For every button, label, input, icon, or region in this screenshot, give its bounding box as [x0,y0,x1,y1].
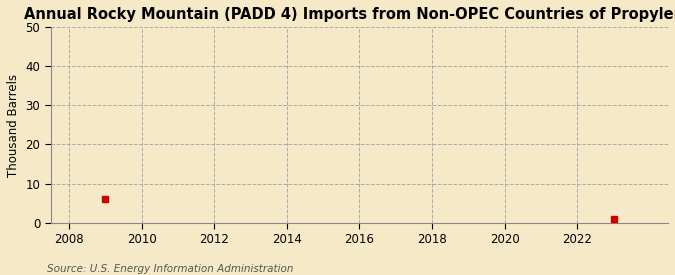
Title: Annual Rocky Mountain (PADD 4) Imports from Non-OPEC Countries of Propylene: Annual Rocky Mountain (PADD 4) Imports f… [24,7,675,22]
Y-axis label: Thousand Barrels: Thousand Barrels [7,73,20,177]
Text: Source: U.S. Energy Information Administration: Source: U.S. Energy Information Administ… [47,264,294,274]
